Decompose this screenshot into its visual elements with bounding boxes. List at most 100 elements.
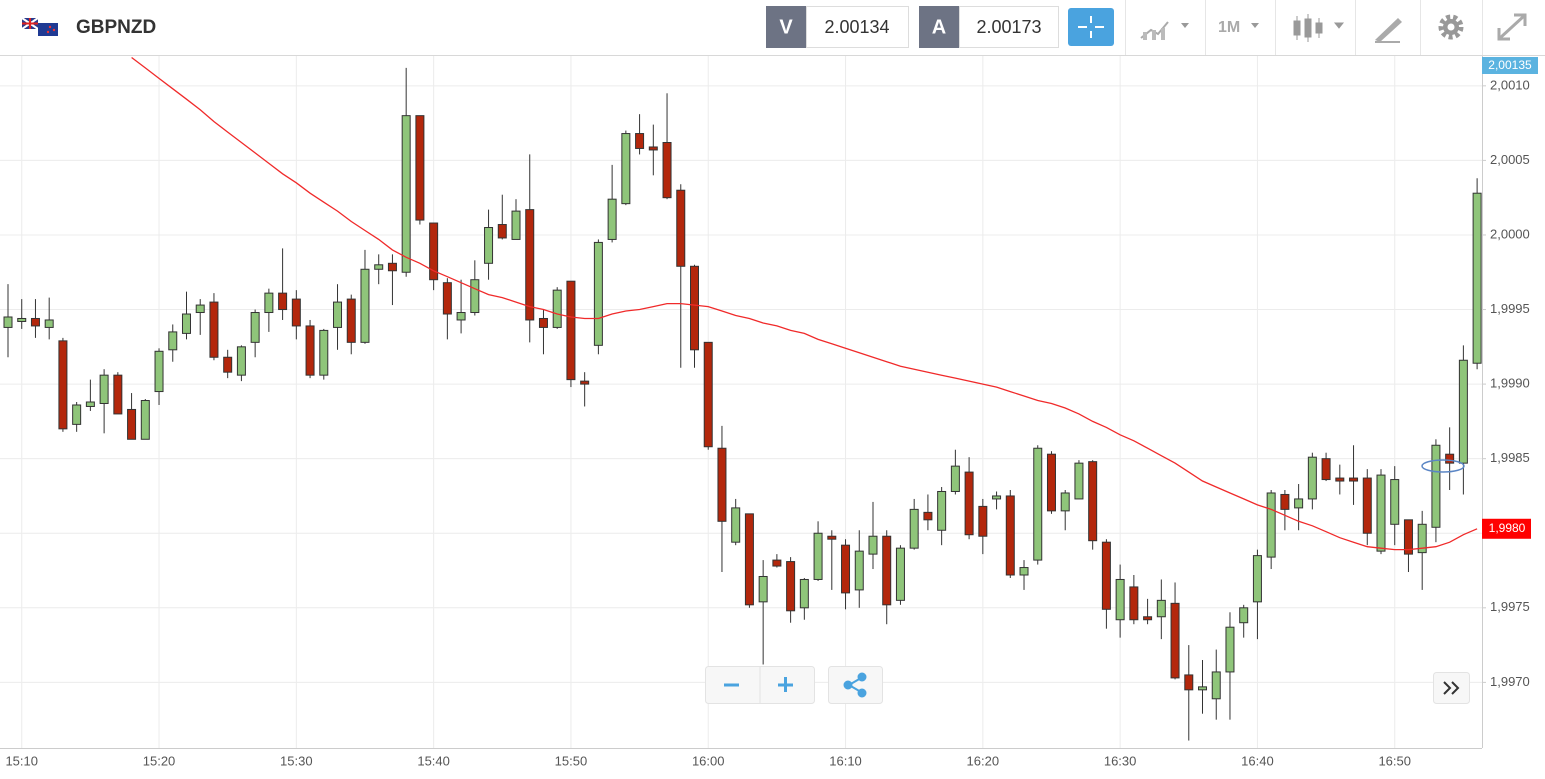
candle-body (676, 189, 686, 267)
candle-body (827, 535, 837, 540)
ask-button[interactable] (919, 6, 959, 48)
candle-body (72, 404, 82, 425)
y-tick-label: 1,9975 (1490, 599, 1530, 614)
x-tick-label: 16:20 (967, 753, 1000, 768)
x-tick-label: 16:30 (1104, 753, 1137, 768)
zoom-controls (705, 666, 1470, 704)
candle-body (525, 209, 535, 321)
candle-body (250, 312, 260, 343)
x-tick-label: 15:20 (143, 753, 176, 768)
scroll-end-icon (1443, 681, 1460, 695)
candle-body (360, 268, 370, 343)
y-tick-label: 2,0010 (1490, 77, 1530, 92)
candle-body (1349, 477, 1359, 482)
bid-button[interactable] (766, 6, 806, 48)
current-price-tag: 2,00135 (1482, 57, 1538, 74)
candle-body (964, 471, 974, 536)
settings-button[interactable] (1438, 14, 1464, 40)
candle-body (1239, 607, 1249, 624)
candle-body (621, 133, 631, 205)
y-tick-label: 1,9985 (1490, 450, 1530, 465)
candle-body (30, 317, 40, 327)
candle-body (1403, 519, 1413, 555)
separators (1125, 0, 1483, 55)
candle-body (1143, 616, 1153, 621)
candle-body (456, 312, 466, 321)
candle-body (1211, 671, 1221, 700)
x-tick-label: 16:10 (829, 753, 862, 768)
candle-body (291, 298, 301, 327)
candle-body (470, 279, 480, 314)
timeframe-button[interactable]: 1M (1218, 19, 1259, 36)
ma-label: 1,9980 (1489, 521, 1526, 535)
candle-body (868, 535, 878, 555)
candle-body (1417, 523, 1427, 554)
candle-body (909, 508, 919, 549)
symbol: GBPNZD (76, 17, 156, 38)
candle-body (1458, 359, 1468, 464)
x-tick-label: 16:50 (1378, 753, 1411, 768)
candle-body (497, 224, 507, 239)
candle-body (1074, 462, 1084, 500)
candle-body (580, 380, 590, 385)
candle-body (236, 346, 246, 376)
candle-body (937, 490, 947, 531)
y-tick-label: 2,0005 (1490, 152, 1530, 167)
candle-body (593, 241, 603, 346)
ask-box (959, 6, 1059, 48)
candle-body (195, 304, 205, 314)
draw-button[interactable] (1375, 18, 1402, 43)
x-tick-label: 16:40 (1241, 753, 1274, 768)
candle-body (703, 341, 713, 448)
candle-body (140, 400, 150, 440)
candle-body (992, 495, 1002, 500)
flag (21, 17, 58, 36)
y-tick-label: 1,9970 (1490, 674, 1530, 689)
candle-body (1170, 602, 1180, 679)
candle-body (387, 262, 397, 272)
candle-body (786, 561, 796, 612)
candle-body (1390, 479, 1400, 525)
candle-body (758, 575, 768, 603)
candle-body (319, 329, 329, 376)
candle-body (1101, 541, 1111, 610)
scroll-end-button[interactable] (1433, 672, 1470, 704)
share-icon (843, 672, 867, 698)
candle-body (401, 115, 411, 273)
plot-area (3, 56, 1482, 741)
candle-body (1362, 477, 1372, 534)
candle-body (154, 350, 164, 393)
crosshair-icon (1078, 16, 1104, 38)
candle-body (374, 264, 384, 270)
current-price-label: 2,00135 (1488, 58, 1532, 72)
candle-body (223, 356, 233, 373)
candle-body (58, 340, 68, 430)
chart-type-button[interactable] (1140, 21, 1189, 40)
candle-body (264, 292, 274, 314)
y-tick-label: 1,9990 (1490, 376, 1530, 391)
candle-body (1046, 453, 1056, 512)
candle-body (978, 505, 988, 537)
candle-body (882, 535, 892, 606)
header: GBPNZD V 2.00134 A 2.00173 1M (0, 0, 1545, 56)
marker-ellipse (1421, 459, 1465, 473)
zoom-in[interactable] (778, 677, 793, 692)
ask-price: 2.00173 (976, 17, 1041, 37)
candle-body (717, 447, 727, 522)
bid-label: V (779, 16, 793, 38)
candles-button[interactable] (1293, 14, 1345, 42)
candle-body (305, 325, 315, 376)
candle-body (1266, 492, 1276, 558)
candle-body (113, 374, 123, 415)
candle-body (1088, 461, 1098, 542)
share-button[interactable] (828, 666, 883, 704)
candle-body (1019, 567, 1029, 576)
candle-body (1184, 674, 1194, 691)
fullscreen-button[interactable] (1497, 13, 1527, 41)
crosshair-button[interactable] (1068, 8, 1114, 46)
candle-body (3, 316, 13, 328)
candle-body (1445, 453, 1455, 464)
candle-body (895, 547, 905, 601)
x-tick-label: 15:10 (5, 753, 38, 768)
